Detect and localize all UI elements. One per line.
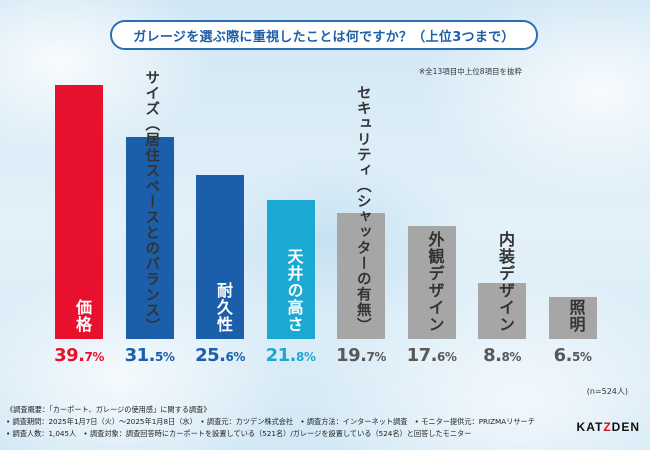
bar-label-6: 外観デザイン xyxy=(425,231,445,333)
sample-size: (n=524人) xyxy=(586,387,628,396)
footer-line-3: • 調査人数：1,045人 • 調査対象：調査回答時にカーポートを設置している（… xyxy=(6,429,472,438)
survey-footer: 《調査概要：「カーポート、ガレージの使用感」に関する調査》 • 調査期間：202… xyxy=(6,404,566,440)
bar-label-2: サイズ（居住スペースとのバランス） xyxy=(143,69,160,334)
bar-7 xyxy=(478,282,526,339)
bar-4 xyxy=(266,199,315,339)
bar-label-3: 耐久性 xyxy=(214,282,233,333)
bar-5 xyxy=(337,212,385,339)
value-label-3: 25.6% xyxy=(195,345,245,366)
value-label-1: 39.7% xyxy=(54,345,104,366)
bar-label-4: 天井の高さ xyxy=(284,248,304,333)
chart-title: ガレージを選ぶ際に重視したことは何ですか？（上位3つまで） xyxy=(110,20,538,50)
value-label-6: 17.6% xyxy=(406,345,457,366)
chart-note: ※全13項目中上位8項目を抜粋 xyxy=(418,67,522,76)
bar-8 xyxy=(548,297,597,339)
bar-6 xyxy=(407,226,456,339)
bar-3 xyxy=(196,175,244,339)
value-label-8: 6.5% xyxy=(553,345,592,366)
footer-line-1: 《調査概要：「カーポート、ガレージの使用感」に関する調査》 xyxy=(6,405,211,414)
bar-label-5: セキュリティ（シャッターの有無） xyxy=(354,85,371,333)
value-label-5: 19.7% xyxy=(336,345,386,366)
bar-2 xyxy=(125,137,174,339)
katzden-logo: KATZDEN xyxy=(576,420,640,434)
value-label-7: 8.8% xyxy=(483,345,521,366)
value-label-4: 21.8% xyxy=(265,345,316,366)
chart-title-text: ガレージを選ぶ際に重視したことは何ですか？（上位3つまで） xyxy=(133,29,515,45)
bar-1 xyxy=(55,85,103,339)
bar-label-7: 内装デザイン xyxy=(496,231,515,333)
bar-label-8: 照明 xyxy=(566,299,586,333)
footer-line-2: • 調査期間：2025年1月7日（火）～2025年1月8日（水） • 調査元：カ… xyxy=(6,417,535,426)
bar-label-1: 価格 xyxy=(73,299,92,333)
value-label-2: 31.5% xyxy=(124,345,175,366)
